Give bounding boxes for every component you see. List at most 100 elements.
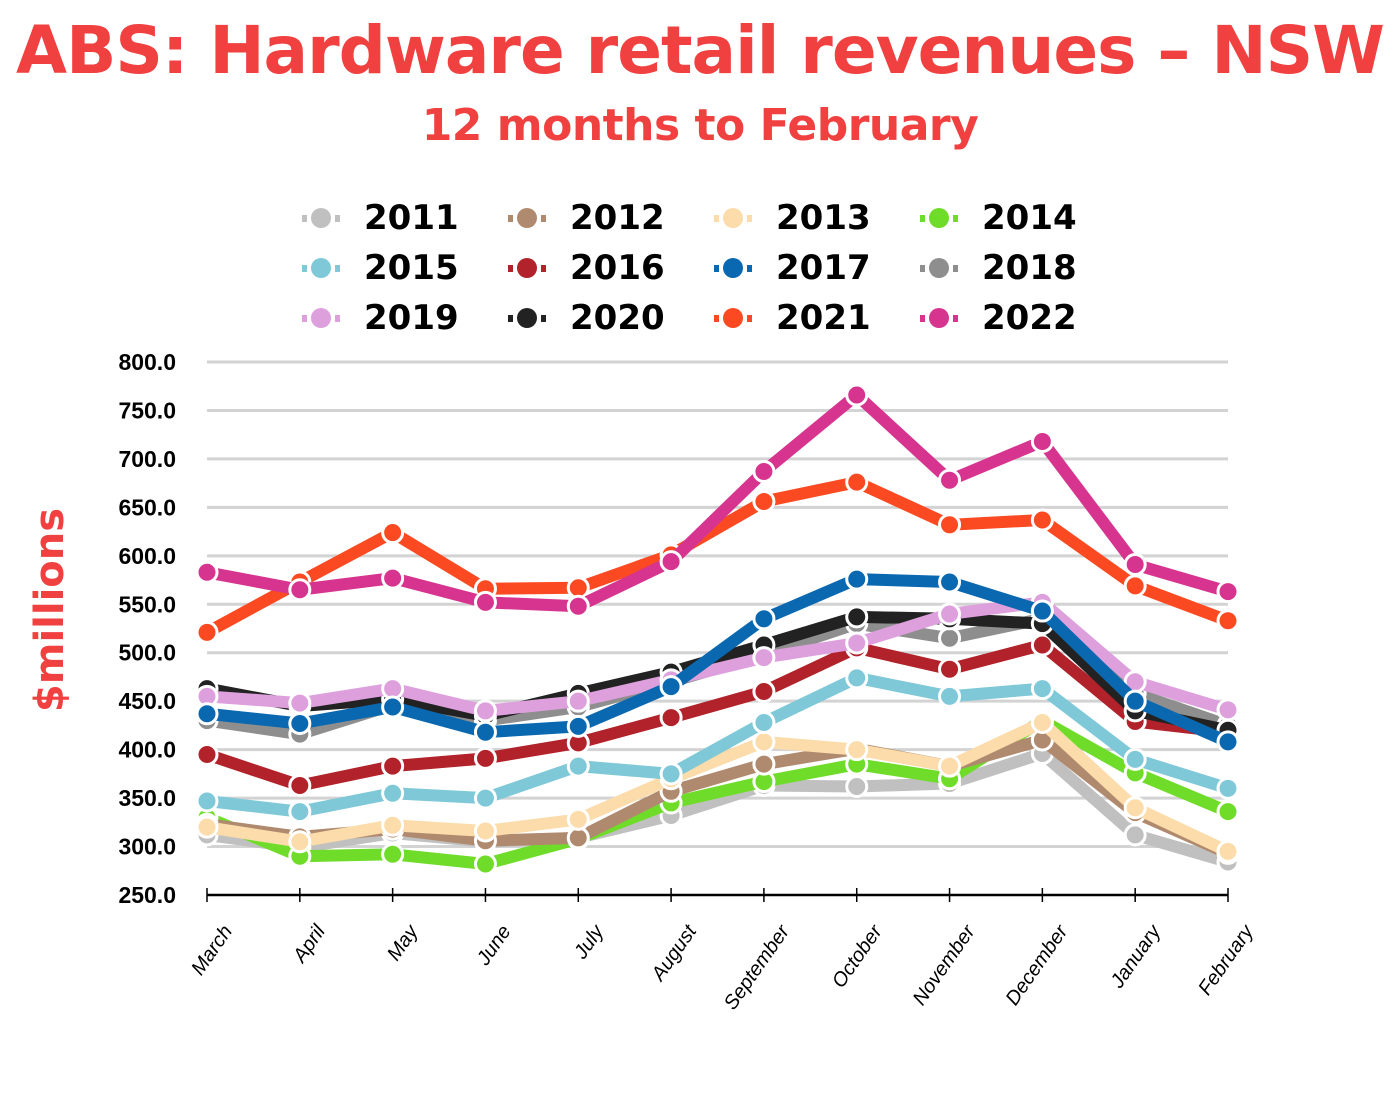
legend-item-2017: 2017 [712, 248, 918, 288]
data-point-2022 [195, 560, 219, 584]
legend-item-2012: 2012 [506, 198, 712, 238]
legend-label: 2016 [570, 248, 665, 288]
data-point-2022 [1216, 580, 1240, 604]
legend-marker-icon [712, 308, 766, 328]
series-line-2017 [206, 573, 1231, 748]
series-line-2013 [206, 716, 1231, 857]
data-point-2019 [288, 691, 312, 715]
data-point-2017 [938, 570, 962, 594]
x-tick-label: June [472, 921, 515, 970]
x-tick-label: January [1106, 920, 1166, 993]
x-tick-label: March [187, 921, 237, 979]
data-point-2015 [938, 684, 962, 708]
data-point-2015 [845, 666, 869, 690]
legend-item-2013: 2013 [712, 198, 918, 238]
legend-marker-icon [506, 258, 560, 278]
legend-label: 2011 [364, 198, 459, 238]
data-point-2016 [381, 754, 405, 778]
data-point-2021 [1216, 609, 1240, 633]
legend-label: 2015 [364, 248, 459, 288]
data-point-2013 [473, 819, 497, 843]
data-point-2019 [938, 602, 962, 626]
y-tick-label: 500.0 [118, 640, 176, 666]
chart-subtitle: 12 months to February [421, 100, 979, 151]
data-point-2011 [1123, 823, 1147, 847]
legend-marker-icon [918, 308, 972, 328]
data-point-2022 [1030, 429, 1054, 453]
data-point-2013 [752, 730, 776, 754]
legend-item-2020: 2020 [506, 298, 712, 338]
y-tick-label: 300.0 [118, 834, 176, 860]
y-tick-label: 600.0 [118, 543, 176, 569]
x-tick-label: September [720, 920, 795, 1014]
data-point-2013 [1216, 839, 1240, 863]
data-point-2022 [938, 468, 962, 492]
data-point-2013 [288, 830, 312, 854]
data-point-2019 [566, 689, 590, 713]
series-2015 [195, 666, 1240, 824]
x-axis [206, 888, 1229, 902]
y-tick-label: 650.0 [118, 494, 176, 520]
data-point-2013 [1123, 796, 1147, 820]
data-point-2015 [288, 800, 312, 824]
y-tick-label: 400.0 [118, 737, 176, 763]
legend-item-2015: 2015 [300, 248, 506, 288]
data-point-2016 [288, 773, 312, 797]
data-point-2017 [752, 607, 776, 631]
data-point-2022 [845, 383, 869, 407]
data-point-2017 [1030, 599, 1054, 623]
legend-marker-icon [918, 208, 972, 228]
data-point-2017 [1216, 730, 1240, 754]
data-point-2017 [195, 702, 219, 726]
legend-label: 2013 [776, 198, 871, 238]
legend-item-2016: 2016 [506, 248, 712, 288]
y-tick-label: 250.0 [118, 882, 176, 908]
x-tick-label: October [828, 920, 888, 992]
series-line-2022 [205, 388, 1230, 613]
data-point-2015 [381, 781, 405, 805]
series-2017 [195, 567, 1240, 754]
data-point-2020 [845, 605, 869, 629]
data-point-2015 [1123, 747, 1147, 771]
y-tick-label: 700.0 [118, 446, 176, 472]
data-point-2016 [938, 657, 962, 681]
data-point-2021 [1123, 574, 1147, 598]
legend-label: 2020 [570, 298, 665, 338]
y-tick-label: 450.0 [118, 688, 176, 714]
data-point-2017 [381, 695, 405, 719]
data-point-2015 [195, 789, 219, 813]
data-point-2021 [1030, 508, 1054, 532]
legend-marker-icon [506, 308, 560, 328]
data-point-2014 [1216, 800, 1240, 824]
legend-marker-icon [300, 208, 354, 228]
series-lines [195, 383, 1240, 876]
data-point-2012 [752, 752, 776, 776]
data-point-2017 [845, 567, 869, 591]
legend-marker-icon [300, 258, 354, 278]
data-point-2015 [659, 762, 683, 786]
data-point-2013 [381, 813, 405, 837]
data-point-2014 [473, 852, 497, 876]
data-point-2017 [659, 675, 683, 699]
data-point-2011 [845, 774, 869, 798]
data-point-2022 [381, 566, 405, 590]
data-point-2022 [288, 578, 312, 602]
data-point-2019 [473, 699, 497, 723]
data-point-2016 [473, 746, 497, 770]
x-axis-ticks: March April May June July August September Octo… [187, 920, 1258, 1014]
data-point-2016 [752, 679, 776, 703]
y-tick-label: 550.0 [118, 591, 176, 617]
data-point-2015 [566, 754, 590, 778]
data-point-2013 [845, 738, 869, 762]
legend-marker-icon [300, 308, 354, 328]
data-point-2022 [659, 550, 683, 574]
data-point-2019 [752, 646, 776, 670]
series-2013 [195, 711, 1240, 863]
chart-title: ABS: Hardware retail revenues – NSW [16, 12, 1385, 89]
data-point-2014 [381, 842, 405, 866]
legend-label: 2012 [570, 198, 665, 238]
data-point-2013 [195, 815, 219, 839]
legend-label: 2017 [776, 248, 871, 288]
data-point-2021 [938, 513, 962, 537]
legend-marker-icon [712, 208, 766, 228]
